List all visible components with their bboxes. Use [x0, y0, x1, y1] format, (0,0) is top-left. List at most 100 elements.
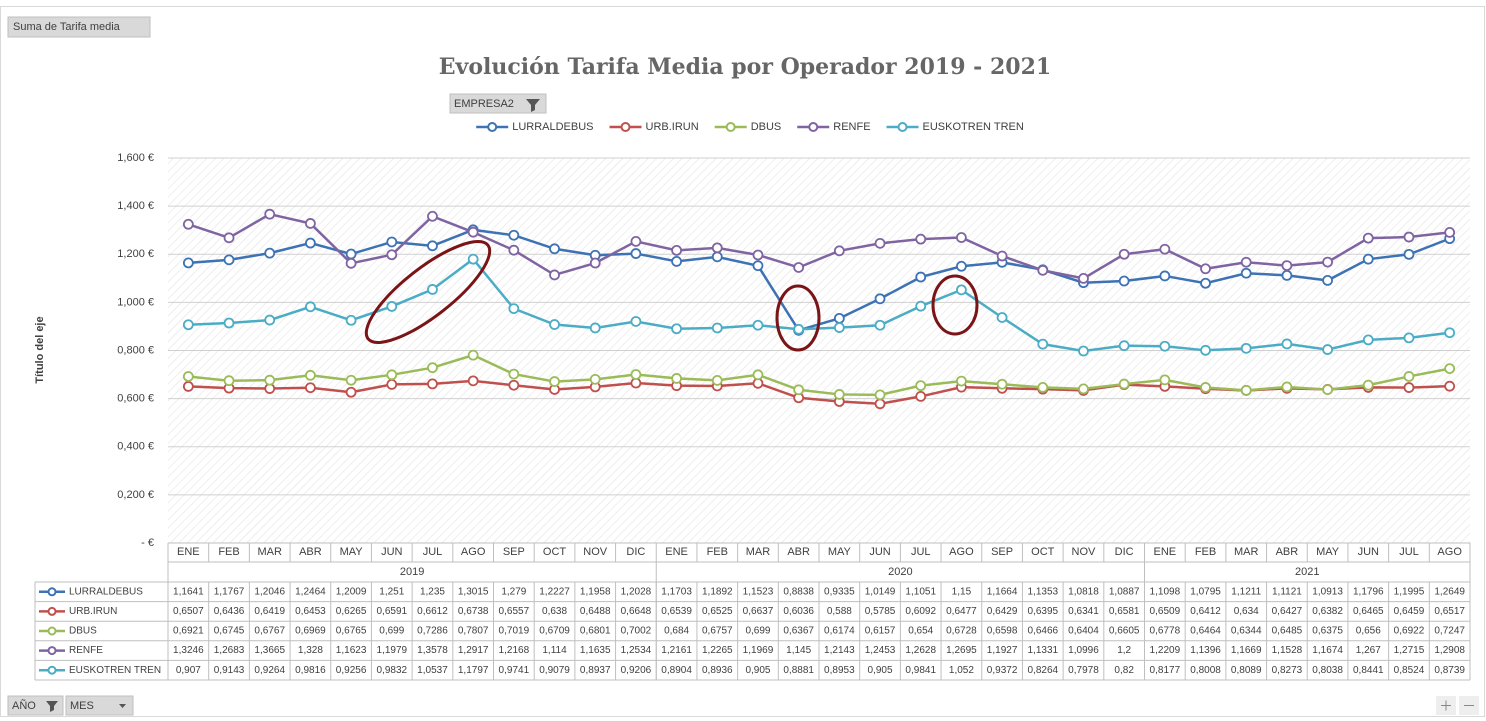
table-cell: 1,2695 [946, 645, 977, 656]
data-point [874, 389, 886, 401]
value-field-label: Suma de Tarifa media [13, 21, 121, 33]
x-tick-label: AGO [1437, 546, 1462, 558]
table-cell: 0,82 [1114, 665, 1134, 676]
data-point [182, 319, 194, 331]
data-point [1362, 253, 1374, 265]
table-cell: 0,6767 [254, 626, 285, 637]
table-cell: 1,0537 [417, 665, 448, 676]
x-tick-label: MAR [1234, 546, 1259, 558]
series-line [187, 212, 1450, 280]
table-cell: 0,8936 [702, 665, 733, 676]
table-cell: 0,6648 [621, 606, 652, 617]
table-cell: 1,1523 [743, 586, 774, 597]
table-cell: 1,1927 [987, 645, 1018, 656]
data-point [874, 319, 886, 331]
y-tick-label: 1,200 € [117, 248, 154, 260]
highlight-ellipse [931, 274, 979, 336]
data-point [1118, 340, 1130, 352]
data-point [1240, 267, 1252, 279]
data-point [427, 210, 438, 222]
table-cell: 1,3578 [417, 645, 448, 656]
data-point [508, 303, 520, 315]
data-point [305, 218, 316, 229]
table-cell: 1,1641 [173, 586, 204, 597]
table-cell: 0,6341 [1068, 606, 1099, 617]
data-point [223, 375, 235, 387]
data-point [182, 381, 194, 392]
table-cell: 1,267 [1356, 645, 1381, 656]
table-cell: 0,6395 [1027, 606, 1058, 617]
table-cell: 0,699 [745, 626, 770, 637]
x-tick-label: ABR [299, 546, 322, 558]
table-cell: 1,0913 [1312, 586, 1343, 597]
table-cell: 0,8739 [1434, 665, 1465, 676]
data-point [671, 244, 682, 256]
data-point [1159, 374, 1171, 386]
y-tick-label: 0,400 € [117, 441, 154, 453]
data-point [508, 229, 520, 241]
x-tick-label: JUN [381, 546, 402, 558]
data-point [1403, 332, 1415, 344]
table-cell: 1,2649 [1434, 586, 1465, 597]
data-point [915, 391, 927, 402]
legend-label: RENFE [833, 121, 870, 133]
data-point [508, 244, 520, 256]
axis-field-button[interactable] [65, 695, 134, 716]
data-point [1118, 248, 1130, 260]
table-cell: 0,6738 [458, 606, 489, 617]
data-point [305, 369, 316, 381]
table-cell: 1,2628 [905, 645, 936, 656]
table-cell: 1,1796 [1353, 586, 1384, 597]
x-tick-label: NOV [583, 546, 608, 558]
filter-field-button[interactable] [449, 93, 547, 114]
data-point [1200, 382, 1211, 393]
table-cell: 0,6036 [783, 606, 814, 617]
table-cell: 1,279 [501, 586, 526, 597]
data-point [467, 375, 479, 387]
highlight-ellipse [364, 240, 492, 344]
table-cell: 0,8441 [1353, 665, 1384, 676]
table-cell: 1,2917 [458, 645, 489, 656]
data-point [1037, 264, 1049, 276]
y-tick-label: 1,000 € [117, 296, 154, 308]
data-point [549, 243, 560, 255]
y-tick-label: 1,400 € [117, 200, 154, 212]
table-cell: 1,1623 [336, 645, 367, 656]
table-cell: 0,9335 [824, 586, 855, 597]
table-cell: 1,1892 [702, 586, 733, 597]
table-cell: 1,1211 [1231, 586, 1261, 597]
table-legend-marker [47, 665, 57, 675]
y-tick-label: - € [141, 537, 154, 549]
table-cell: 1,2715 [1394, 645, 1425, 656]
table-cell: 0,6801 [580, 626, 611, 637]
table-cell: 0,7019 [499, 626, 530, 637]
table-cell: 0,6612 [417, 606, 448, 617]
data-point [915, 300, 927, 312]
data-point [956, 375, 967, 387]
table-cell: 1,1396 [1190, 645, 1221, 656]
table-cell: 1,1669 [1231, 645, 1262, 656]
table-cell: 0,6465 [1353, 606, 1384, 617]
data-point [345, 374, 357, 386]
value-field-button[interactable] [7, 16, 151, 38]
table-cell: 0,6757 [702, 626, 733, 637]
table-cell: 1,3665 [254, 645, 285, 656]
table-cell: 0,6382 [1312, 606, 1343, 617]
data-point [671, 373, 682, 384]
data-point [996, 378, 1008, 390]
table-cell: 0,6092 [905, 606, 936, 617]
highlight-ellipse [775, 284, 821, 352]
data-point [1078, 383, 1089, 395]
table-cell: 1,2227 [539, 586, 570, 597]
table-cell: 0,684 [664, 626, 689, 637]
x-tick-label: ABR [1276, 546, 1299, 558]
data-point [630, 248, 642, 259]
x-tick-label: DIC [626, 546, 645, 558]
data-point [1362, 379, 1374, 391]
legend-marker [808, 122, 819, 132]
axis-field-button[interactable] [7, 695, 64, 716]
data-point [874, 293, 886, 305]
table-cell: 0,6404 [1068, 626, 1099, 637]
table-cell: 1,1353 [1027, 586, 1058, 597]
data-point [833, 245, 845, 257]
